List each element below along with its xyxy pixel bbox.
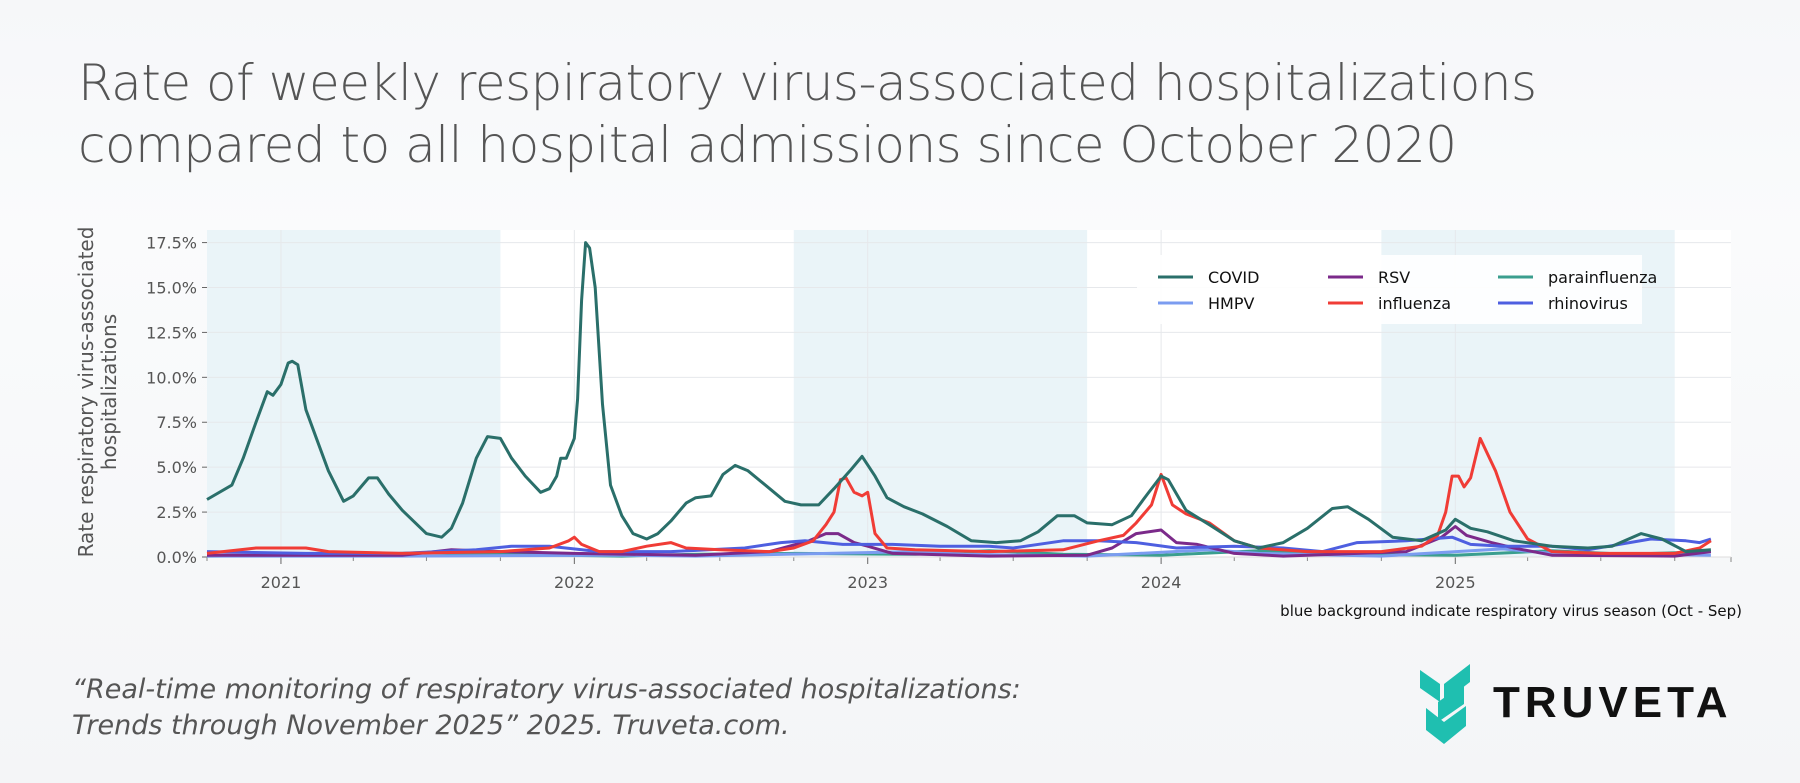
y-tick-label: 12.5% — [146, 323, 197, 342]
legend-label-rhinovirus: rhinovirus — [1548, 294, 1628, 313]
x-tick-label: 2024 — [1141, 573, 1182, 592]
legend-label-parainfluenza: parainfluenza — [1548, 268, 1657, 287]
truveta-logo: TRUVETA — [1418, 660, 1758, 750]
y-tick-label: 10.0% — [146, 368, 197, 387]
series-line-rsv — [207, 525, 1712, 558]
y-axis-label: Rate respiratory virus-associated — [74, 227, 98, 558]
y-tick-label: 17.5% — [146, 234, 197, 253]
logo-wordmark: TRUVETA — [1493, 678, 1733, 727]
truveta-logo-icon — [1420, 664, 1470, 744]
y-tick-label: 0.0% — [156, 548, 197, 567]
citation: “Real-time monitoring of respiratory vir… — [72, 672, 1021, 744]
series-line-covid — [206, 241, 1712, 554]
y-tick-label: 7.5% — [156, 413, 197, 432]
x-tick-label: 2023 — [847, 573, 888, 592]
series-line-rhinovirus — [206, 535, 1712, 555]
legend-label-covid: COVID — [1208, 268, 1259, 287]
page-title: Rate of weekly respiratory virus-associa… — [78, 54, 1537, 174]
season-shade — [793, 230, 1088, 557]
x-tick-label: 2022 — [554, 573, 595, 592]
chart-caption: blue background indicate respiratory vir… — [1280, 602, 1742, 620]
citation-line-2: Trends through November 2025” 2025. Truv… — [72, 710, 790, 741]
season-shade — [207, 230, 501, 557]
legend-label-rsv: RSV — [1378, 268, 1410, 287]
legend-box — [1137, 255, 1642, 324]
series-line-influenza — [206, 436, 1712, 555]
y-axis-label-line2: hospitalizations — [97, 314, 121, 470]
x-tick-label: 2021 — [261, 573, 302, 592]
y-tick-label: 15.0% — [146, 278, 197, 297]
legend-label-influenza: influenza — [1378, 294, 1451, 313]
x-tick-label: 2025 — [1435, 573, 1476, 592]
legend-label-hmpv: HMPV — [1208, 294, 1254, 313]
citation-line-1: “Real-time monitoring of respiratory vir… — [72, 674, 1021, 705]
y-tick-label: 2.5% — [156, 503, 197, 522]
y-tick-label: 5.0% — [156, 458, 197, 477]
